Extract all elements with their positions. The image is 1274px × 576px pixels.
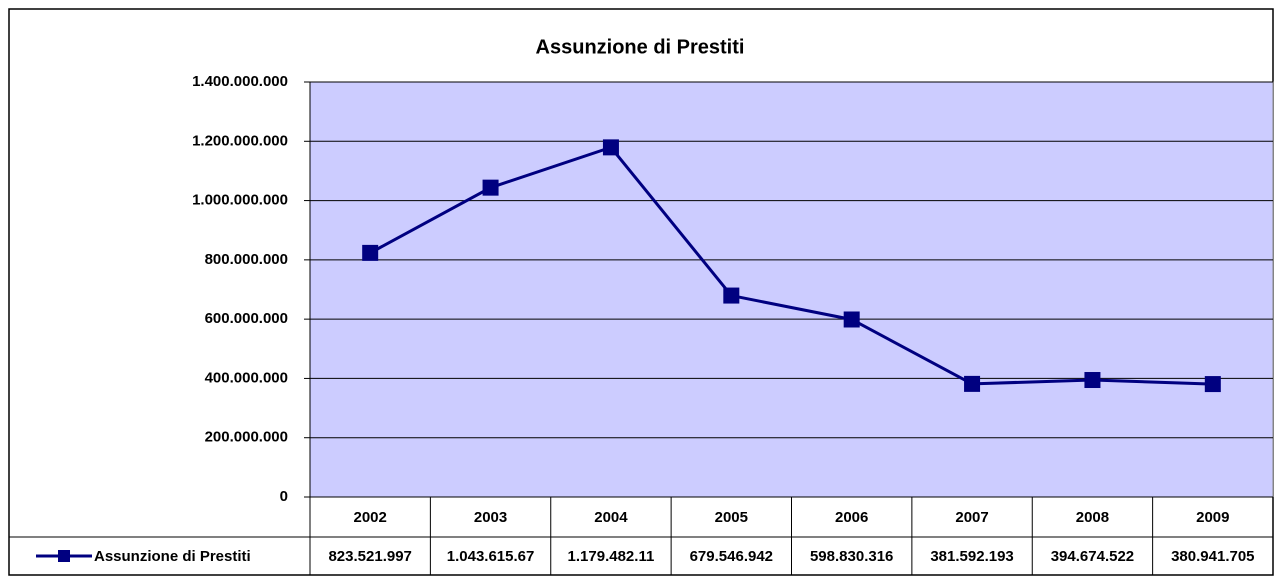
table-value: 380.941.705 — [1171, 548, 1254, 565]
y-tick-label: 400.000.000 — [205, 369, 288, 386]
table-value: 381.592.193 — [930, 548, 1013, 565]
y-tick-label: 0 — [280, 488, 288, 505]
point-marker — [843, 311, 860, 328]
series-line — [369, 145, 1213, 386]
x-tick-label: 2009 — [1196, 509, 1229, 526]
x-tick-label: 2004 — [594, 509, 628, 526]
legend-marker — [58, 550, 70, 562]
table-value: 394.674.522 — [1051, 548, 1134, 565]
y-tick-label: 800.000.000 — [205, 251, 288, 268]
y-tick-label: 600.000.000 — [205, 310, 288, 327]
legend-label: Assunzione di Prestiti — [94, 548, 251, 565]
x-tick-label: 2002 — [354, 509, 387, 526]
point-marker — [1204, 376, 1221, 393]
x-tick-label: 2003 — [474, 509, 507, 526]
x-tick-label: 2008 — [1076, 509, 1109, 526]
point-marker — [602, 139, 619, 156]
point-marker — [1084, 372, 1101, 389]
table-value: 823.521.997 — [328, 548, 411, 565]
x-tick-label: 2006 — [835, 509, 868, 526]
y-tick-label: 1.200.000.000 — [192, 132, 288, 149]
table-value: 679.546.942 — [690, 548, 773, 565]
table-value: 1.043.615.67 — [447, 548, 535, 565]
plot-area — [309, 81, 1274, 498]
point-marker — [964, 375, 981, 392]
table-value: 1.179.482.11 — [568, 548, 655, 565]
point-marker — [482, 179, 499, 196]
y-tick-label: 1.000.000.000 — [192, 192, 288, 209]
point-marker — [362, 244, 379, 261]
y-tick-label: 200.000.000 — [205, 429, 288, 446]
point-marker — [723, 287, 740, 304]
table-value: 598.830.316 — [810, 548, 893, 565]
chart-title: Assunzione di Prestiti — [536, 36, 745, 58]
y-tick-label: 1.400.000.000 — [192, 73, 288, 90]
x-tick-label: 2007 — [955, 509, 988, 526]
x-tick-label: 2005 — [715, 509, 748, 526]
